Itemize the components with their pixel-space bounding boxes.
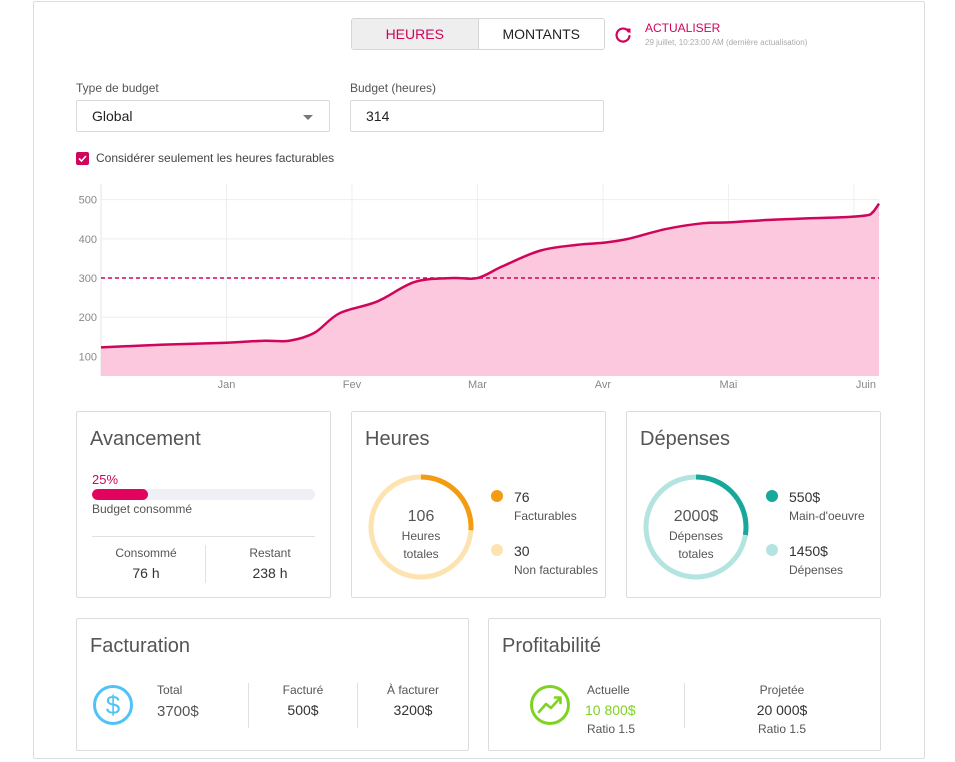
expenses-total-label: Dépenses xyxy=(668,529,724,543)
divider xyxy=(248,683,249,728)
hours-total-value: 106 xyxy=(407,508,435,525)
divider xyxy=(205,545,206,583)
to-bill-value: 3200$ xyxy=(393,702,433,718)
y-axis-ticks: 100 200 300 400 500 xyxy=(79,195,97,364)
refresh-button[interactable]: ACTUALISER xyxy=(645,21,721,35)
nonbillable-value: 30 xyxy=(514,543,530,559)
consumed-value: 76 h xyxy=(132,565,160,581)
x-tick-label: Fev xyxy=(343,379,362,391)
dashboard-frame xyxy=(33,1,925,759)
hours-total-label: Heures xyxy=(401,529,441,543)
budget-hours-label: Budget (heures) xyxy=(350,81,437,95)
hours-total-label: totales xyxy=(403,547,439,561)
nonbillable-label: Non facturables xyxy=(514,563,599,577)
x-axis-ticks: Jan Fev Mar Avr Mai Juin xyxy=(218,379,876,391)
divider xyxy=(684,683,685,728)
x-tick-label: Mai xyxy=(720,379,738,391)
hours-card: Heures 106 Heures totales 76 Facturables… xyxy=(351,411,606,598)
y-tick-label: 500 xyxy=(79,195,97,207)
expenses-total-value: 2000$ xyxy=(673,508,719,525)
labor-value: 550$ xyxy=(789,489,821,505)
current-value: 10 800$ xyxy=(585,702,636,718)
nonbillable-legend-dot xyxy=(491,544,503,556)
x-tick-label: Jan xyxy=(218,379,236,391)
billed-label: Facturé xyxy=(282,683,324,697)
toggle-amounts-button[interactable]: MONTANTS xyxy=(478,19,604,49)
progress-title: Avancement xyxy=(90,428,201,450)
profitability-title: Profitabilité xyxy=(502,635,601,657)
expenses-card: Dépenses 2000$ Dépenses totales 550$ Mai… xyxy=(626,411,881,598)
remaining-label: Restant xyxy=(249,546,291,560)
billable-value: 76 xyxy=(514,489,530,505)
divider xyxy=(357,683,358,728)
hours-title: Heures xyxy=(365,428,430,450)
y-tick-label: 400 xyxy=(79,234,97,246)
svg-text:$: $ xyxy=(106,690,121,720)
x-tick-label: Juin xyxy=(856,379,876,391)
check-icon xyxy=(78,155,87,163)
y-tick-label: 100 xyxy=(79,351,97,363)
divider xyxy=(92,536,315,537)
hours-donut xyxy=(368,474,474,580)
y-tick-label: 300 xyxy=(79,273,97,285)
chart-area xyxy=(101,203,879,376)
expenses-title: Dépenses xyxy=(640,428,731,450)
progress-bar-fill xyxy=(92,489,148,500)
remaining-value: 238 h xyxy=(252,565,288,581)
projected-value: 20 000$ xyxy=(756,702,808,718)
current-ratio: Ratio 1.5 xyxy=(587,722,636,736)
labor-label: Main-d'oeuvre xyxy=(789,509,865,523)
labor-legend-dot xyxy=(766,490,778,502)
billable-label: Facturables xyxy=(514,509,577,523)
trend-up-icon xyxy=(530,685,570,725)
last-refresh-timestamp: 29 juillet, 10:23:00 AM (dernière actual… xyxy=(645,38,808,47)
billed-value: 500$ xyxy=(287,702,319,718)
expenses-legend-dot xyxy=(766,544,778,556)
dollar-icon: $ xyxy=(93,685,133,725)
chart-line xyxy=(100,202,881,349)
billing-title: Facturation xyxy=(90,635,191,657)
billable-legend-dot xyxy=(491,490,503,502)
projected-ratio: Ratio 1.5 xyxy=(757,722,807,736)
y-tick-label: 200 xyxy=(79,312,97,324)
toggle-hours-button[interactable]: HEURES xyxy=(352,19,479,49)
budget-hours-input[interactable]: 314 xyxy=(350,100,604,132)
budget-type-select[interactable]: Global xyxy=(76,100,330,132)
expenses-label: Dépenses xyxy=(789,563,844,577)
chevron-down-icon xyxy=(303,115,313,120)
x-tick-label: Mar xyxy=(468,379,487,391)
profitability-card: Profitabilité Actuelle 10 800$ Ratio 1.5… xyxy=(488,618,881,751)
view-toggle: HEURES MONTANTS xyxy=(351,18,605,50)
budget-hours-value: 314 xyxy=(366,108,390,124)
progress-bar-label: Budget consommé xyxy=(92,502,193,516)
billing-total-value: 3700$ xyxy=(157,703,199,720)
expenses-donut xyxy=(643,474,749,580)
billable-only-label[interactable]: Considérer seulement les heures facturab… xyxy=(96,151,335,165)
to-bill-label: À facturer xyxy=(386,683,440,697)
x-tick-label: Avr xyxy=(595,379,612,391)
budget-type-value: Global xyxy=(92,108,133,124)
consumed-label: Consommé xyxy=(115,546,177,560)
billable-only-checkbox[interactable] xyxy=(76,152,89,165)
budget-type-label: Type de budget xyxy=(76,81,159,95)
refresh-icon[interactable] xyxy=(613,25,633,45)
progress-bar xyxy=(92,489,315,500)
progress-percent: 25% xyxy=(92,472,119,487)
hours-chart: 100 200 300 400 500 Jan Fev Mar Avr Mai Juin xyxy=(79,184,881,391)
billing-total-label: Total xyxy=(157,683,183,697)
progress-card: Avancement 25% Budget consommé Consommé … xyxy=(76,411,331,598)
projected-label: Projetée xyxy=(759,683,805,697)
expenses-value: 1450$ xyxy=(789,543,828,559)
expenses-total-label: totales xyxy=(678,547,714,561)
current-label: Actuelle xyxy=(587,683,630,697)
billing-card: Facturation $ Total 3700$ Facturé 500$ À… xyxy=(76,618,469,751)
